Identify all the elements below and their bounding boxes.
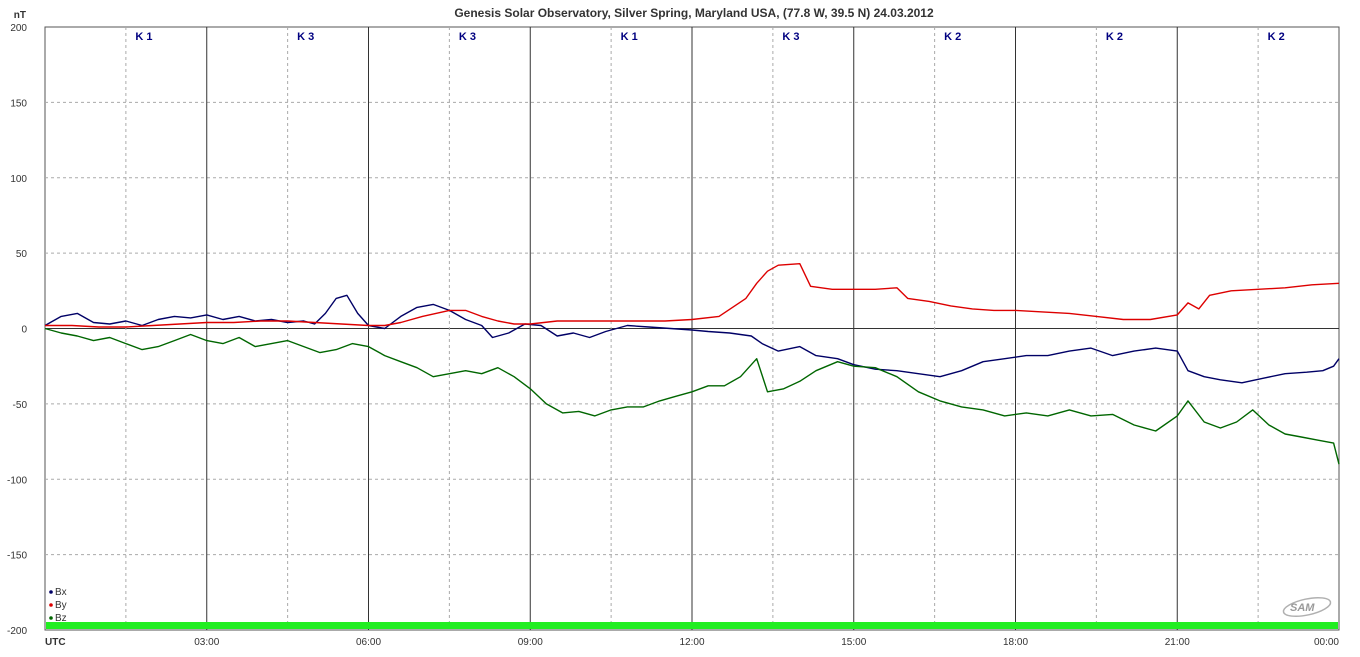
sam-logo-text: SAM xyxy=(1290,602,1315,614)
series-lines xyxy=(44,263,1340,465)
x-axis-ticks: 03:00 06:00 09:00 12:00 15:00 18:00 21:00 00:00 xyxy=(194,637,1339,648)
k-index-label: K 1 xyxy=(135,31,152,43)
series-line-bx xyxy=(44,294,1340,384)
x-tick-label: 18:00 xyxy=(1003,637,1028,648)
legend-marker-bz xyxy=(49,616,53,620)
legend-label-bz: Bz xyxy=(55,613,67,624)
legend-marker-by xyxy=(49,603,53,607)
sam-logo: SAM xyxy=(1282,596,1332,618)
baseline-green-bar xyxy=(46,622,1338,629)
k-index-label: K 3 xyxy=(782,31,799,43)
k-index-label: K 2 xyxy=(1106,31,1123,43)
y-tick-label: -200 xyxy=(7,626,27,637)
k-index-label: K 2 xyxy=(1268,31,1285,43)
grid xyxy=(45,27,1339,630)
legend-label-bx: Bx xyxy=(55,587,67,598)
x-tick-label: 15:00 xyxy=(841,637,866,648)
k-index-labels: K 1 K 3 K 3 K 1 K 3 K 2 K 2 K 2 xyxy=(135,31,1284,43)
k-index-label: K 3 xyxy=(459,31,476,43)
y-tick-label: 100 xyxy=(10,174,27,185)
y-tick-label: 0 xyxy=(21,325,27,336)
y-tick-label: 150 xyxy=(10,98,27,109)
y-tick-label: -50 xyxy=(13,400,28,411)
y-tick-label: 50 xyxy=(16,249,28,260)
k-index-label: K 1 xyxy=(621,31,638,43)
legend-label-by: By xyxy=(55,600,67,611)
x-tick-label: 12:00 xyxy=(679,637,704,648)
y-tick-label: 200 xyxy=(10,23,27,34)
x-axis-label: UTC xyxy=(45,637,66,648)
legend-marker-bx xyxy=(49,590,53,594)
series-line-bz xyxy=(44,327,1340,465)
x-tick-label: 21:00 xyxy=(1165,637,1190,648)
chart-title: Genesis Solar Observatory, Silver Spring… xyxy=(454,6,934,20)
y-axis-ticks: 200 150 100 50 0 -50 -100 -150 -200 xyxy=(7,23,27,637)
x-tick-label: 00:00 xyxy=(1314,637,1339,648)
y-tick-label: -100 xyxy=(7,475,27,486)
k-index-label: K 2 xyxy=(944,31,961,43)
y-axis-unit: nT xyxy=(14,10,26,21)
k-index-label: K 3 xyxy=(297,31,314,43)
x-tick-label: 03:00 xyxy=(194,637,219,648)
legend: Bx By Bz xyxy=(49,587,67,624)
x-tick-label: 09:00 xyxy=(518,637,543,648)
x-tick-label: 06:00 xyxy=(356,637,381,648)
series-line-by xyxy=(45,263,1340,328)
y-tick-label: -150 xyxy=(7,551,27,562)
